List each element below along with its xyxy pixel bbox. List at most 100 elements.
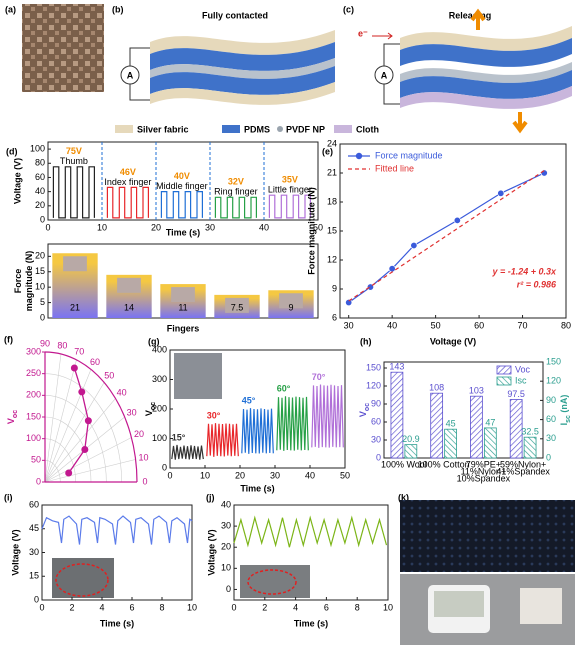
x-tick-label: 6 [129, 602, 134, 612]
peak-label: 40V [174, 171, 190, 181]
label-sub: sc [565, 415, 572, 423]
x-tick-label: 100% Cotton [418, 459, 470, 469]
r-tick-label: 100 [26, 433, 41, 443]
annotation: r² = 0.986 [517, 279, 557, 289]
axis-label: magnitude (N) [24, 251, 34, 312]
label-main: I [559, 423, 569, 426]
y-tick-label: 30 [221, 520, 231, 530]
r-tick-label: 0 [36, 476, 41, 486]
y-tick-label: 80 [35, 158, 45, 168]
led-photo [400, 500, 575, 572]
x-tick-label: 79%PE+ [466, 459, 501, 469]
y-tick-label: 21 [327, 167, 337, 177]
x-tick-label: 8 [159, 602, 164, 612]
axis-label: Time (s) [240, 483, 274, 493]
bar-value: 32.5 [521, 427, 539, 437]
legend-marker [355, 152, 363, 160]
series-label: Little finger [268, 185, 312, 195]
bar [404, 444, 418, 459]
legend-label: Force magnitude [375, 150, 443, 160]
y-tick-label: 0 [376, 452, 381, 462]
pvdf-layer [400, 62, 572, 83]
axis-label: Voc [6, 410, 18, 424]
silver-fabric [150, 30, 335, 55]
plot-frame [383, 361, 544, 459]
series-line [106, 186, 149, 219]
r-tick-label: 300 [26, 346, 41, 356]
material-legend: Silver fabric PDMS PVDF NP Cloth [115, 124, 379, 134]
legend-swatch [334, 125, 352, 133]
r-tick-label: 250 [26, 368, 41, 378]
label-sub: oc [150, 402, 157, 410]
bar [470, 395, 483, 459]
diagram-b: Fully contacted A [120, 10, 335, 105]
theta-tick-label: 70 [74, 347, 84, 357]
legend-label: Fitted line [375, 163, 414, 173]
axis-label: Time (s) [294, 618, 328, 628]
theta-tick-label: 0 [142, 476, 147, 486]
x-tick-label: 59%Nylon+ [500, 459, 546, 469]
bar-value: 47 [485, 417, 495, 427]
inset-photo [174, 353, 222, 399]
label-sub: oc [364, 403, 371, 411]
series-label: 45° [242, 395, 256, 405]
y-tick-label: 90 [371, 398, 381, 408]
y-tick-label: 0 [226, 584, 231, 594]
pdms-layer [150, 42, 335, 71]
series-line [348, 170, 545, 302]
y-tick-label: 0 [162, 462, 167, 472]
y-tick-label: 40 [221, 499, 231, 509]
axis-label: Time (s) [100, 618, 134, 628]
axis-label: Fingers [167, 323, 200, 333]
y-tick-label: 60 [29, 499, 39, 509]
y-tick-label: 9 [332, 283, 337, 293]
circuit-board [520, 588, 562, 624]
series-line [276, 396, 309, 451]
panel-label: (f) [4, 334, 13, 344]
bar-value: 9 [288, 302, 293, 312]
bar-photo [117, 277, 141, 293]
series-label: 60° [277, 384, 291, 394]
legend-swatch [222, 125, 240, 133]
ammeter-label: A [127, 70, 134, 80]
series-line [171, 444, 204, 460]
bar [483, 427, 497, 459]
y2-tick-label: 120 [546, 376, 561, 386]
point [453, 216, 461, 224]
y-tick-label: 20 [35, 200, 45, 210]
point [410, 242, 418, 250]
y2-tick-label: 0 [546, 452, 551, 462]
y2-tick-label: 30 [546, 433, 556, 443]
series-line [214, 196, 257, 219]
legend-label: PDMS [244, 124, 270, 134]
x-tick-label: 40 [387, 320, 397, 330]
y-tick-label: 120 [366, 380, 381, 390]
bar-value: 14 [124, 302, 134, 312]
x-tick-label: 0 [45, 222, 50, 232]
pvdf-layer [150, 58, 335, 79]
x-tick-label: 70 [518, 320, 528, 330]
legend-label: Isc [515, 375, 527, 385]
y-tick-label: 20 [35, 251, 45, 261]
peak-label: 35V [282, 175, 298, 185]
label-sub: oc [12, 410, 19, 418]
ammeter [120, 65, 140, 85]
point [78, 388, 86, 396]
electron-label: e⁻ [358, 28, 368, 38]
x-tick-label: 6 [324, 602, 329, 612]
y-tick-label: 45 [29, 523, 39, 533]
series-line [206, 423, 239, 457]
bar-value: 20.9 [402, 434, 420, 444]
legend-swatch [277, 126, 283, 132]
y-tick-label: 30 [29, 547, 39, 557]
release-arrow [512, 112, 528, 134]
label-main: V [358, 411, 368, 417]
legend-swatch [115, 125, 133, 133]
series-line [41, 515, 193, 545]
r-grid [44, 438, 76, 483]
series-line [233, 515, 388, 548]
axis-label: Voltage (V) [10, 529, 20, 575]
legend-swatch [496, 376, 512, 386]
axis-label: Voltage (V) [430, 336, 476, 346]
bar-value: 21 [70, 302, 80, 312]
